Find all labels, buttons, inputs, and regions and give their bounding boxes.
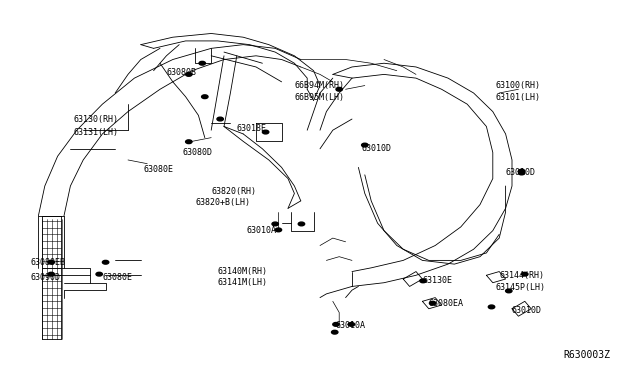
Circle shape: [262, 130, 269, 134]
Circle shape: [429, 301, 436, 305]
Text: 63080EB: 63080EB: [31, 258, 66, 267]
Text: 63080E: 63080E: [102, 273, 132, 282]
Circle shape: [336, 87, 342, 91]
Text: 66B95M(LH): 66B95M(LH): [294, 93, 344, 102]
Circle shape: [522, 272, 528, 276]
Circle shape: [348, 323, 355, 326]
Text: 63080B: 63080B: [166, 68, 196, 77]
Text: 63010D: 63010D: [512, 306, 542, 315]
Text: 63090D: 63090D: [31, 273, 61, 282]
Text: 63145P(LH): 63145P(LH): [496, 283, 546, 292]
Circle shape: [488, 305, 495, 309]
Circle shape: [506, 289, 512, 293]
Text: 63080E: 63080E: [144, 165, 174, 174]
Text: 63010D: 63010D: [506, 169, 536, 177]
Circle shape: [518, 171, 525, 175]
Text: 63100(RH): 63100(RH): [496, 81, 541, 90]
Text: 63010D: 63010D: [362, 144, 392, 153]
Text: 63131(LH): 63131(LH): [74, 128, 118, 137]
Circle shape: [48, 272, 54, 276]
Text: 63130(RH): 63130(RH): [74, 115, 118, 124]
Circle shape: [217, 117, 223, 121]
Text: 63018E: 63018E: [237, 124, 267, 133]
Text: 66B94M(RH): 66B94M(RH): [294, 81, 344, 90]
Text: 63080D: 63080D: [182, 148, 212, 157]
Circle shape: [333, 323, 339, 326]
Text: 63144(RH): 63144(RH): [499, 271, 544, 280]
Text: 63010A: 63010A: [336, 321, 366, 330]
Circle shape: [332, 330, 338, 334]
Circle shape: [275, 228, 282, 232]
Text: 63130E: 63130E: [422, 276, 452, 285]
Circle shape: [272, 222, 278, 226]
Circle shape: [420, 279, 426, 283]
Circle shape: [102, 260, 109, 264]
Circle shape: [186, 73, 192, 76]
Text: 63080EA: 63080EA: [429, 299, 464, 308]
Text: 63140M(RH): 63140M(RH): [218, 267, 268, 276]
Circle shape: [199, 61, 205, 65]
Text: 63141M(LH): 63141M(LH): [218, 278, 268, 287]
Circle shape: [362, 143, 368, 147]
Circle shape: [96, 272, 102, 276]
Circle shape: [48, 260, 54, 264]
Text: 63820+B(LH): 63820+B(LH): [195, 198, 250, 207]
Circle shape: [298, 222, 305, 226]
Text: R630003Z: R630003Z: [563, 350, 610, 360]
Text: 63820(RH): 63820(RH): [211, 187, 256, 196]
Text: 63101(LH): 63101(LH): [496, 93, 541, 102]
Text: 63010A: 63010A: [246, 226, 276, 235]
Circle shape: [518, 169, 525, 173]
Circle shape: [186, 140, 192, 144]
Circle shape: [202, 95, 208, 99]
